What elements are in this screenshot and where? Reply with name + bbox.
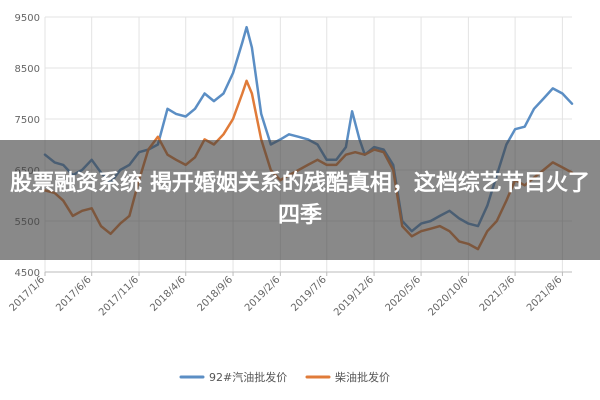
data-point [279,138,282,141]
data-point [523,125,526,128]
title-overlay-banner: 股票融资系统 揭开婚姻关系的残酷真相，这档综艺节目火了四季 [0,140,600,260]
x-axis: 2017/1/6 2017/6/6 2017/11/6 2018/4/6 2018/9/… [8,271,572,318]
x-tick-label: 2020/5/6 [384,274,424,314]
data-point [175,113,177,115]
data-point [561,92,564,95]
data-point [251,46,253,49]
x-tick-label: 2018/4/6 [148,274,188,314]
legend-label: 92#汽油批发价 [209,370,287,384]
x-tick-label: 2021/3/6 [478,274,518,314]
x-tick-label: 2017/6/6 [54,274,94,314]
x-tick-label: 2020/10/6 [426,274,470,318]
data-point [241,41,244,44]
data-point [241,92,244,95]
y-tick-label: 9500 [15,13,40,24]
x-tick-label: 2017/11/6 [97,274,141,318]
data-point [351,110,353,113]
y-tick-label: 7500 [15,115,40,126]
data-point [251,92,253,95]
x-tick-label: 2019/2/6 [243,274,283,314]
data-point [571,102,573,105]
data-point [222,133,225,136]
data-point [166,108,169,110]
x-tick-label: 2021/8/6 [525,274,565,314]
data-point [194,108,196,110]
data-point [203,138,206,141]
x-tick-label: 2017/1/6 [8,274,48,314]
data-point [358,138,361,141]
data-point [157,136,159,138]
legend: 92#汽油批发价 柴油批发价 [179,370,390,384]
data-point [542,97,545,100]
data-point [533,108,535,110]
data-point [245,26,248,29]
x-tick-label: 2019/12/6 [332,274,376,318]
data-point [514,128,516,130]
y-tick-label: 4500 [15,268,40,279]
data-point [288,133,290,136]
data-point [552,87,554,90]
x-tick-label: 2018/9/6 [196,274,236,314]
data-point [222,92,225,95]
data-point [297,136,300,138]
data-point [232,118,234,120]
data-point [245,80,248,82]
x-tick-label: 2019/7/6 [289,274,329,314]
y-tick-label: 8500 [15,64,40,75]
data-point [184,115,187,118]
data-point [213,100,215,102]
data-point [203,92,206,95]
data-point [307,138,309,141]
data-point [232,72,234,74]
data-point [260,113,263,115]
overlay-title: 股票融资系统 揭开婚姻关系的残酷真相，这档综艺节目火了四季 [10,171,590,228]
legend-label: 柴油批发价 [335,370,390,384]
data-point [260,138,263,141]
